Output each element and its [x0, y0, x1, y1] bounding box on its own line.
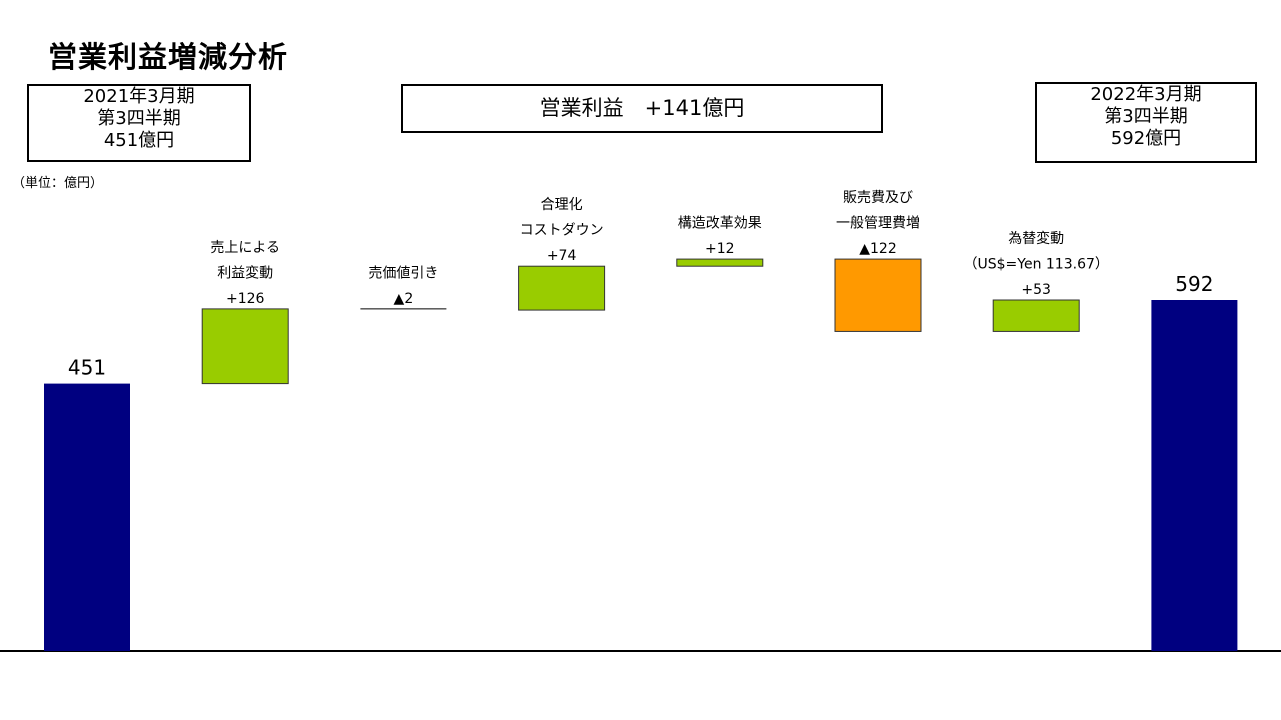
unit-note: （単位：億円）: [12, 176, 104, 191]
bar-1: [201, 308, 289, 385]
total-change-text: 営業利益 +141億円: [539, 96, 745, 120]
category-label-5-1: 一般管理費増: [836, 216, 920, 232]
start-period-year: 2021年3月期: [83, 86, 195, 107]
data-label-1: +126: [226, 291, 265, 307]
category-label-2-0: 売価値引き: [368, 265, 438, 281]
total-change-box: 営業利益 +141億円: [401, 84, 883, 133]
bar-6: [992, 299, 1080, 332]
category-label-3-1: コストダウン: [520, 223, 604, 239]
data-label-5: ▲122: [859, 241, 897, 257]
page-title: 営業利益増減分析: [48, 40, 289, 74]
bar-7: [1151, 300, 1238, 651]
category-label-3-0: 合理化: [541, 197, 583, 213]
data-label-4: +12: [705, 241, 735, 257]
category-label-4-0: 構造改革効果: [678, 216, 762, 232]
data-label-2: ▲2: [394, 291, 414, 307]
bar-4: [676, 258, 764, 267]
data-label-6: +53: [1021, 282, 1051, 298]
end-period-quarter: 第3四半期: [1104, 106, 1188, 127]
category-label-1-0: 売上による: [210, 240, 280, 256]
category-label-6-1: （US$=Yen 113.67）: [964, 257, 1109, 273]
start-period-quarter: 第3四半期: [97, 108, 181, 129]
end-period-value: 592億円: [1110, 128, 1182, 149]
category-label-6-0: 為替変動: [1008, 230, 1064, 247]
bar-5: [834, 258, 922, 332]
bar-0: [44, 383, 130, 651]
data-label-3: +74: [547, 248, 577, 264]
start-period-box: 2021年3月期 第3四半期 451億円: [27, 84, 251, 162]
bar-3: [518, 265, 606, 311]
category-label-1-1: 利益変動: [217, 264, 273, 281]
start-period-value: 451億円: [103, 130, 175, 151]
category-label-5-0: 販売費及び: [843, 190, 913, 206]
data-label-0: 451: [68, 356, 106, 380]
end-period-year: 2022年3月期: [1090, 84, 1202, 105]
data-label-7: 592: [1175, 272, 1213, 296]
end-period-box: 2022年3月期 第3四半期 592億円: [1035, 82, 1257, 163]
